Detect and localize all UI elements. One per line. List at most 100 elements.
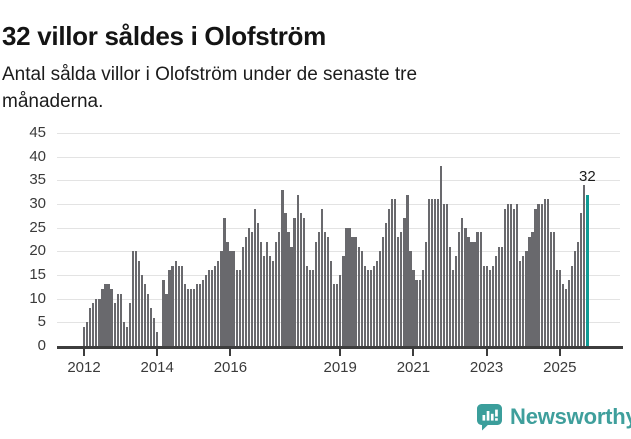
bar [564, 289, 568, 346]
chart-subtitle: Antal sålda villor i Olofström under de … [2, 61, 417, 115]
bar [485, 265, 488, 346]
bar [153, 317, 156, 346]
bar [372, 265, 376, 346]
bar [366, 270, 369, 346]
bar [201, 279, 205, 346]
bar [561, 284, 565, 346]
bar [229, 251, 232, 346]
bar [424, 241, 427, 346]
plot-area [57, 133, 620, 346]
bar [543, 199, 546, 346]
bar [226, 241, 229, 346]
gridline [57, 156, 620, 158]
x-tick [156, 349, 159, 356]
bar [235, 270, 238, 346]
last-value-label: 32 [579, 168, 596, 185]
x-tick [485, 349, 488, 356]
bar [238, 270, 241, 346]
bar [577, 241, 580, 346]
bar [116, 293, 119, 346]
bar [461, 218, 464, 346]
bar [351, 237, 354, 346]
gridline [57, 251, 620, 253]
bar [174, 260, 177, 346]
bar [183, 284, 186, 346]
bar [244, 237, 247, 346]
bar [348, 227, 351, 346]
bar [381, 237, 385, 346]
bar [140, 275, 144, 346]
bar [430, 199, 433, 346]
highlight-bar [586, 194, 589, 346]
bar [528, 237, 531, 346]
bar [259, 241, 263, 346]
bar [314, 241, 318, 346]
bar [558, 270, 562, 346]
bar [317, 232, 321, 346]
bar [574, 251, 577, 346]
bar [479, 232, 482, 346]
bar [122, 322, 125, 346]
bar [388, 208, 391, 346]
bar [516, 204, 519, 346]
bar [421, 270, 424, 346]
x-tick [339, 349, 342, 356]
bar [104, 284, 107, 346]
bar [256, 222, 260, 346]
bar [354, 237, 357, 346]
bar [537, 204, 540, 346]
bar [272, 260, 275, 346]
bar [92, 303, 95, 346]
bar [177, 265, 180, 346]
subtitle-line-2: månaderna. [2, 91, 104, 112]
bar [156, 331, 159, 346]
bar [439, 166, 443, 346]
bar [497, 246, 501, 346]
bar [101, 289, 104, 346]
bar [192, 289, 196, 346]
bar [128, 303, 132, 346]
y-tick-label: 5 [37, 313, 46, 331]
x-tick-label: 2019 [323, 359, 357, 376]
bar [522, 256, 525, 346]
bar [262, 256, 266, 346]
bar [400, 232, 403, 346]
bar [147, 293, 150, 346]
bar [409, 251, 412, 346]
y-tick-label: 0 [37, 337, 46, 354]
gridline [57, 227, 620, 229]
bar [211, 270, 214, 346]
bar [266, 241, 269, 346]
newsworthy-logo-text: Newsworthy [510, 403, 631, 429]
x-tick-label: 2025 [543, 359, 577, 376]
bar [473, 241, 476, 346]
bar [330, 260, 333, 346]
bar [107, 284, 110, 346]
bar [208, 270, 211, 346]
x-tick-label: 2014 [140, 359, 174, 376]
bar [162, 279, 165, 346]
subtitle-line-1: Antal sålda villor i Olofström under de … [2, 64, 418, 85]
bar [467, 237, 470, 346]
bar [95, 298, 98, 346]
bar [470, 241, 473, 346]
bar [198, 284, 202, 346]
bar [83, 327, 86, 346]
bar [281, 189, 284, 346]
bar [482, 265, 485, 346]
y-tick-label: 40 [29, 147, 46, 165]
bar [250, 232, 254, 346]
y-tick-label: 45 [29, 124, 46, 141]
x-tick-label: 2016 [213, 359, 248, 376]
bar [293, 218, 296, 346]
bar [391, 199, 394, 346]
bar [360, 251, 363, 346]
bar [89, 308, 92, 346]
bar [555, 270, 559, 346]
bar [488, 270, 491, 346]
bar [308, 270, 311, 346]
bar [403, 218, 406, 346]
x-tick-label: 2021 [396, 359, 431, 376]
bar [394, 199, 397, 346]
gridline [57, 275, 620, 276]
